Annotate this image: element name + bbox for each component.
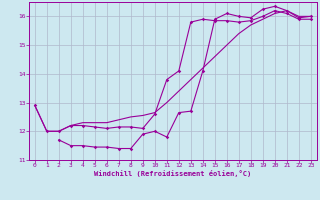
X-axis label: Windchill (Refroidissement éolien,°C): Windchill (Refroidissement éolien,°C) [94, 170, 252, 177]
